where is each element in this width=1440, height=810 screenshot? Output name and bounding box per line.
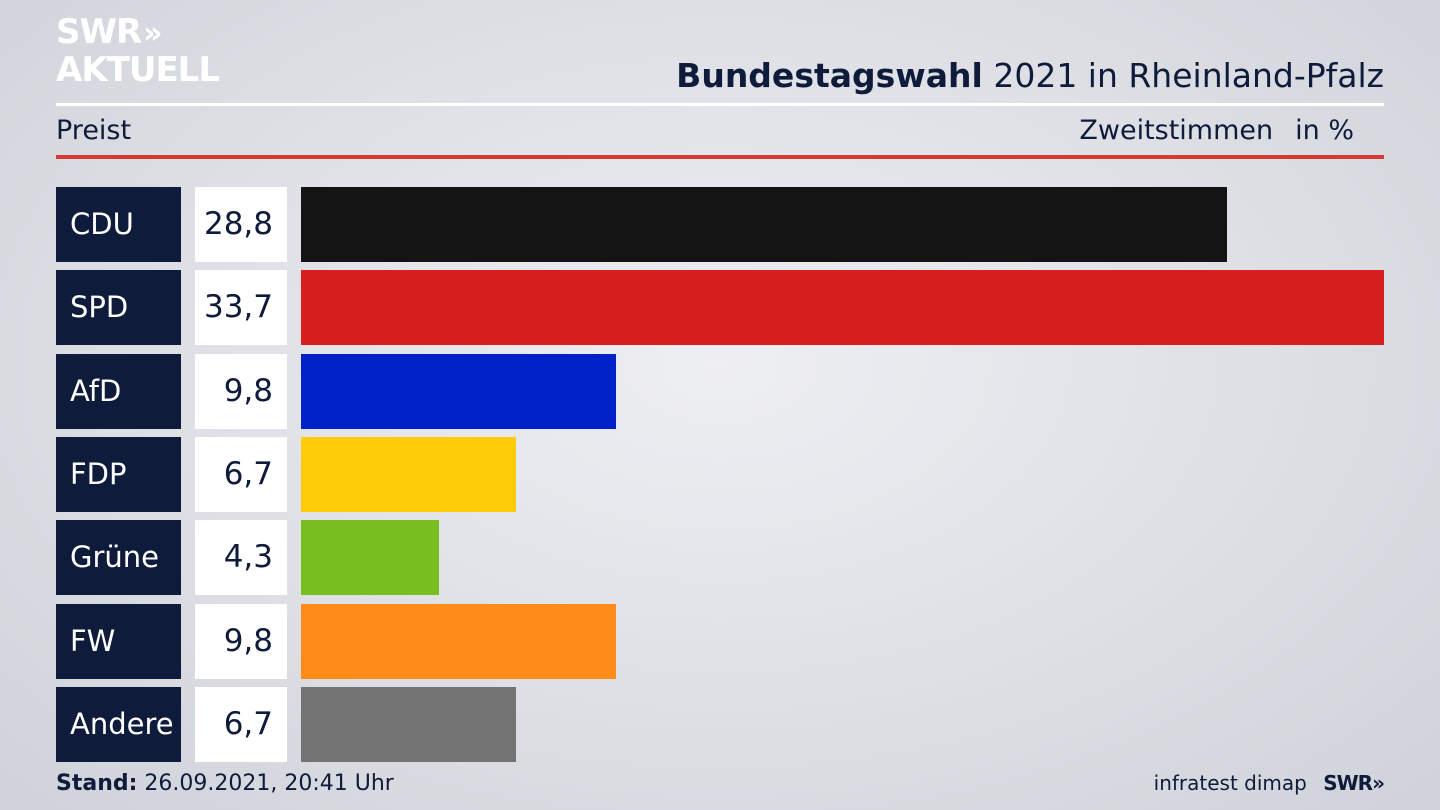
title-bold: Bundestagswahl	[676, 56, 983, 95]
bar	[301, 520, 439, 595]
bar-row: AfD 9,8	[56, 354, 1384, 429]
value-label: 28,8	[195, 187, 287, 262]
party-label: AfD	[56, 354, 181, 429]
subtitle-unit: in %	[1295, 115, 1354, 146]
value-label: 4,3	[195, 520, 287, 595]
value-label: 9,8	[195, 354, 287, 429]
value-label: 6,7	[195, 437, 287, 512]
logo-swr: SWR»	[56, 12, 163, 52]
swr-aktuell-logo: SWR» AKTUELL	[56, 14, 236, 90]
brand-chevron-icon: »	[1372, 771, 1385, 795]
party-label: FDP	[56, 437, 181, 512]
bar-row: SPD 33,7	[56, 270, 1384, 345]
subtitle-measure: Zweitstimmen	[1079, 115, 1274, 146]
bar	[301, 604, 616, 679]
bar-row: FDP 6,7	[56, 437, 1384, 512]
bar-row: CDU 28,8	[56, 187, 1384, 262]
subtitle-right: Zweitstimmen in %	[1079, 115, 1354, 146]
header-divider	[56, 103, 1384, 106]
source-text: infratest dimap	[1153, 771, 1307, 795]
bar	[301, 687, 516, 762]
party-label: SPD	[56, 270, 181, 345]
value-label: 6,7	[195, 687, 287, 762]
value-label: 9,8	[195, 604, 287, 679]
bar	[301, 354, 616, 429]
source-credit: infratest dimap SWR»	[1153, 771, 1385, 795]
timestamp-value: 26.09.2021, 20:41 Uhr	[144, 771, 394, 796]
bar	[301, 437, 516, 512]
bar	[301, 187, 1227, 262]
subtitle-left: Preist	[56, 115, 132, 146]
party-label: FW	[56, 604, 181, 679]
logo-chevron-icon: »	[143, 16, 163, 51]
swr-brand-logo: SWR»	[1323, 771, 1385, 795]
bar-row: Andere 6,7	[56, 687, 1384, 762]
value-label: 33,7	[195, 270, 287, 345]
timestamp-label: Stand:	[56, 771, 138, 796]
bar-row: FW 9,8	[56, 604, 1384, 679]
timestamp: Stand: 26.09.2021, 20:41 Uhr	[56, 771, 394, 796]
bar-row: Grüne 4,3	[56, 520, 1384, 595]
bar-chart: CDU 28,8 SPD 33,7 AfD 9,8 FDP 6,7 Grüne 4,3 FW 9,8 A…	[56, 187, 1384, 762]
party-label: Andere	[56, 687, 181, 762]
page-title: Bundestagswahl 2021 in Rheinland-Pfalz	[676, 56, 1384, 95]
bar	[301, 270, 1384, 345]
party-label: CDU	[56, 187, 181, 262]
party-label: Grüne	[56, 520, 181, 595]
title-rest: 2021 in Rheinland-Pfalz	[993, 56, 1384, 95]
logo-aktuell: AKTUELL	[56, 50, 220, 90]
accent-divider	[56, 155, 1384, 159]
